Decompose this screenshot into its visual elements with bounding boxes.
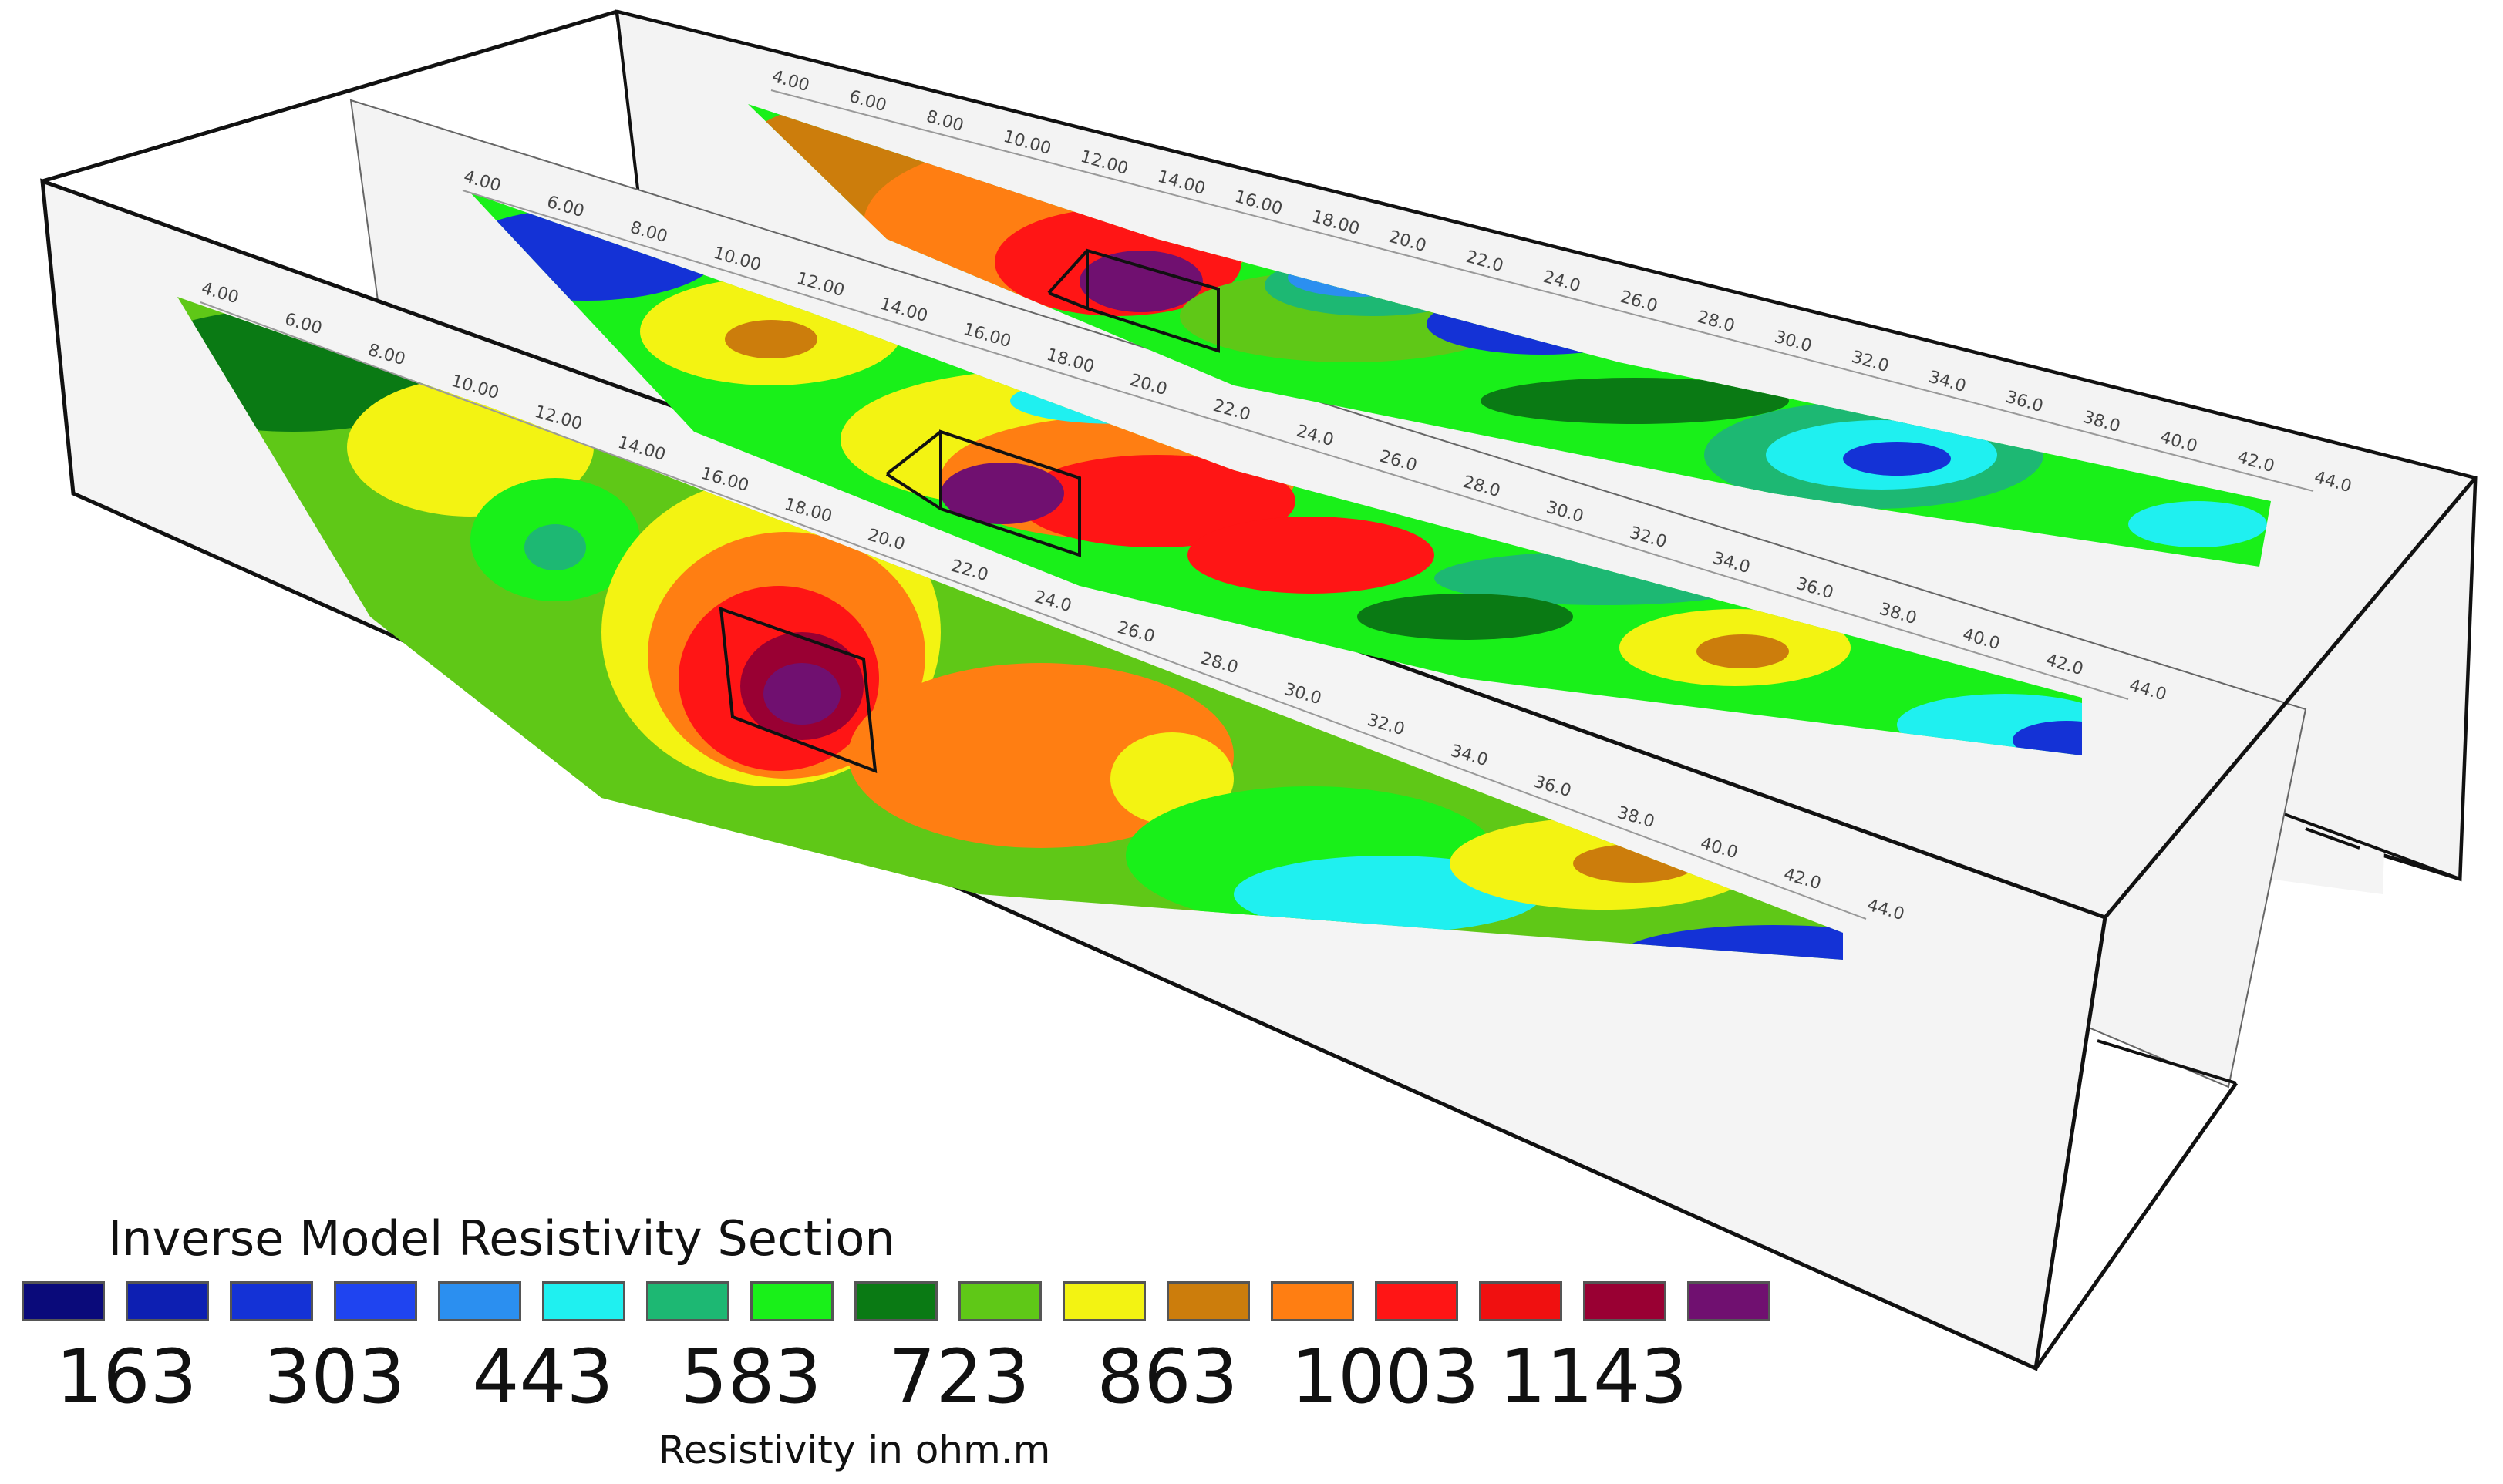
legend-value: 723 <box>888 1334 1030 1420</box>
legend-swatch <box>958 1281 1042 1321</box>
legend-swatch <box>854 1281 938 1321</box>
legend-swatch <box>1375 1281 1458 1321</box>
axis-line <box>462 190 2129 700</box>
legend-value: 443 <box>472 1334 614 1420</box>
legend-value: 1143 <box>1499 1334 1688 1420</box>
legend-title: Inverse Model Resistivity Section <box>108 1210 895 1267</box>
legend-value: 163 <box>56 1334 197 1420</box>
legend-value: 583 <box>680 1334 822 1420</box>
legend-swatch <box>1167 1281 1250 1321</box>
legend-unit-label: Resistivity in ohm.m <box>659 1428 1051 1472</box>
box-frame-front <box>42 9 2477 1370</box>
legend-swatch <box>230 1281 313 1321</box>
target-box-middle <box>885 429 1081 557</box>
legend-swatch <box>334 1281 417 1321</box>
legend-swatch <box>126 1281 209 1321</box>
legend-swatch <box>646 1281 729 1321</box>
legend-swatch <box>750 1281 834 1321</box>
axis-line <box>200 301 1867 920</box>
target-box-back <box>1047 248 1220 353</box>
legend-swatch <box>1583 1281 1666 1321</box>
legend-swatch <box>1271 1281 1354 1321</box>
target-box-front <box>719 607 878 774</box>
legend-value: 1003 <box>1291 1334 1480 1420</box>
legend-swatch <box>1063 1281 1146 1321</box>
legend-swatch <box>22 1281 105 1321</box>
legend-swatch <box>542 1281 625 1321</box>
legend-swatch <box>1687 1281 1770 1321</box>
legend-value: 303 <box>264 1334 406 1420</box>
legend: Inverse Model Resistivity Section 163 303… <box>19 1210 1792 1472</box>
legend-value: 863 <box>1097 1334 1238 1420</box>
axis-line <box>770 89 2314 492</box>
legend-swatch <box>1479 1281 1562 1321</box>
legend-swatch <box>438 1281 521 1321</box>
